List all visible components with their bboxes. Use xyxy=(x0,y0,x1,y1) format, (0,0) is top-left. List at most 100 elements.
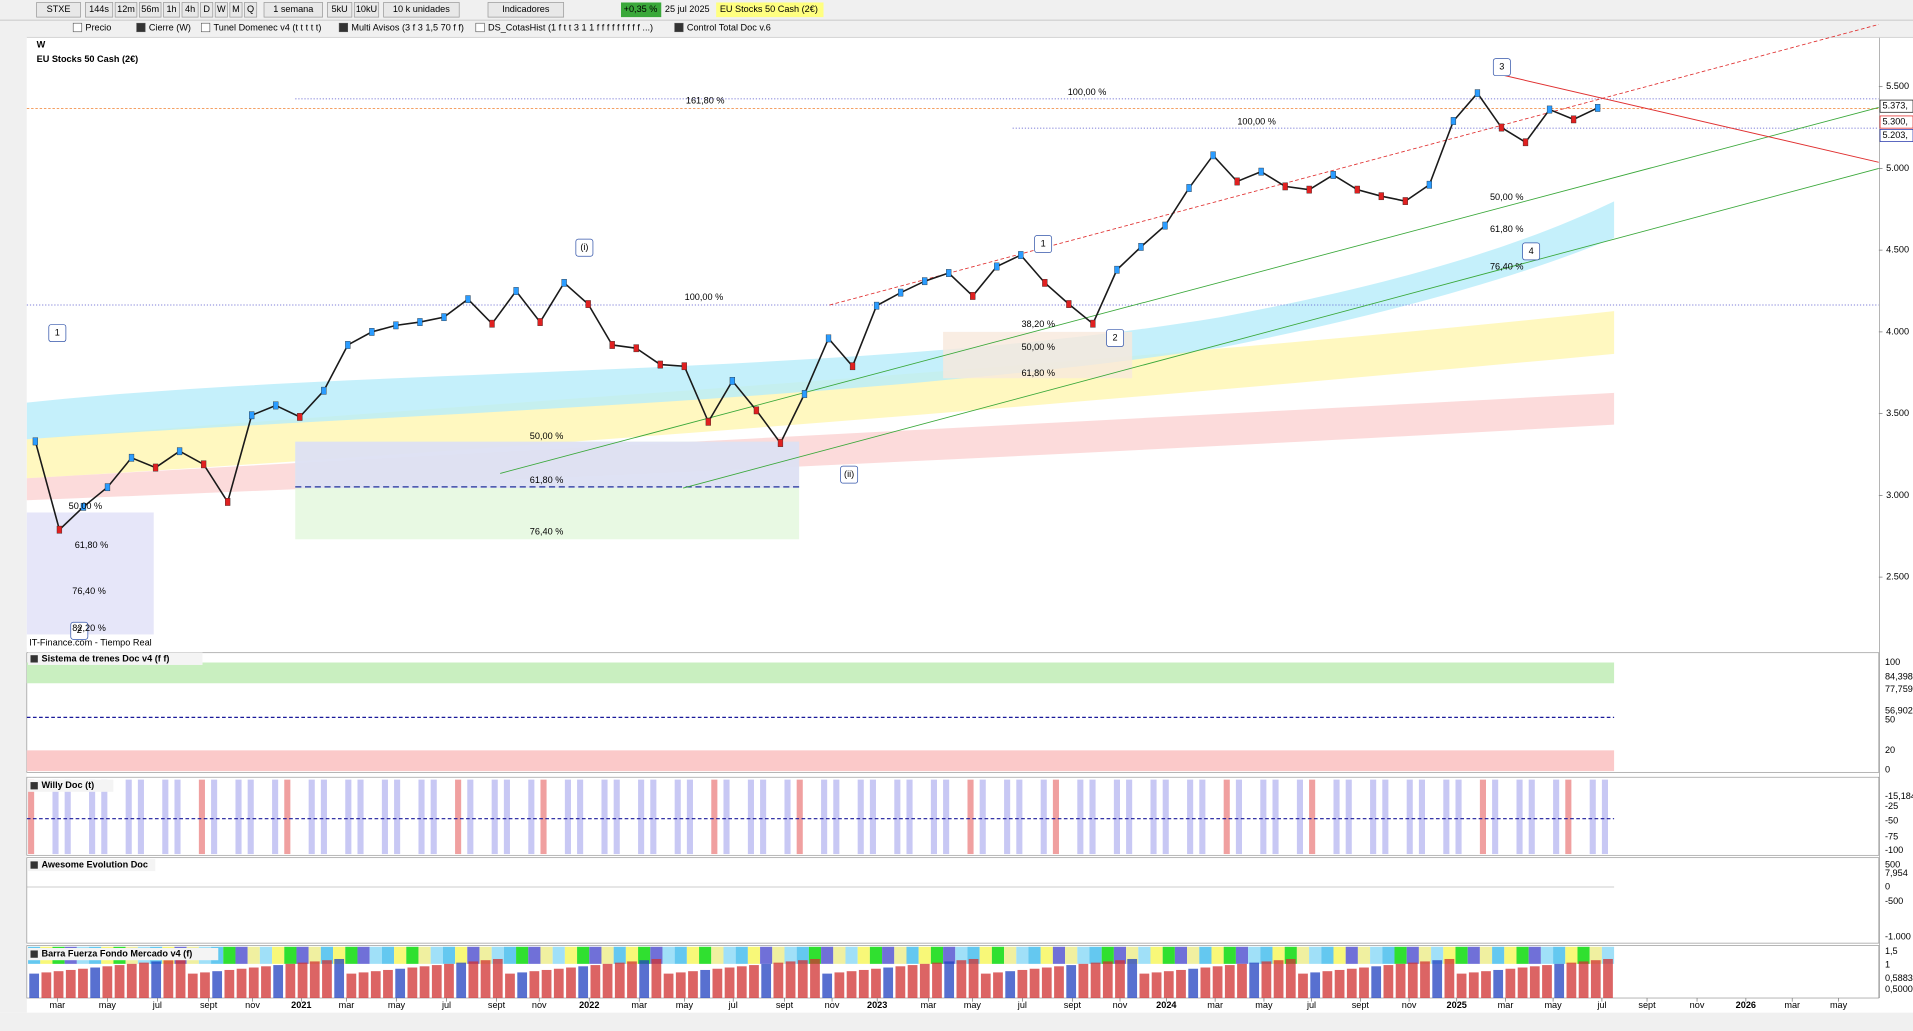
units-button-btn[interactable] xyxy=(327,2,353,18)
x-tick-label: jul xyxy=(441,1000,451,1010)
units-button-btn[interactable] xyxy=(353,2,380,18)
barra-bar xyxy=(247,946,260,964)
barra-hist xyxy=(663,973,674,999)
barra-hist xyxy=(846,971,857,999)
barra-bar xyxy=(711,946,724,964)
barra-hist xyxy=(53,971,64,999)
candle xyxy=(1306,185,1312,194)
panel-axis-label: 56,902 xyxy=(1885,706,1913,716)
timeframe-btn[interactable] xyxy=(181,2,199,18)
timeframe-btn[interactable] xyxy=(200,2,214,18)
timeframe-btn[interactable] xyxy=(138,2,162,18)
indicators[interactable]: Indicadores xyxy=(502,4,550,14)
period-btn[interactable] xyxy=(263,2,323,18)
barra-hist xyxy=(358,972,369,999)
candle xyxy=(441,313,447,322)
timeframe-btn[interactable] xyxy=(114,2,138,18)
legend-check[interactable] xyxy=(338,22,349,33)
barra-bar xyxy=(418,946,431,964)
willy-bar xyxy=(650,779,657,855)
candle xyxy=(705,417,711,426)
indicators-btn[interactable] xyxy=(487,2,565,18)
timeframe[interactable]: 144s xyxy=(89,4,109,14)
panel-axis-label: 1,5 xyxy=(1885,946,1898,956)
barra-hist xyxy=(1188,968,1199,999)
candle xyxy=(1546,105,1553,114)
barra-bar xyxy=(760,946,773,964)
barra-hist xyxy=(431,965,442,999)
x-tick-label: may xyxy=(99,1000,117,1010)
candle xyxy=(873,301,880,310)
x-tick-label: nov xyxy=(825,1000,840,1010)
timeframe[interactable]: M xyxy=(232,4,240,14)
timeframe[interactable]: 1h xyxy=(166,4,176,14)
willy-bar xyxy=(28,779,35,855)
instrument: EU Stocks 50 Cash (2€) xyxy=(720,4,818,14)
units-btn[interactable] xyxy=(383,2,460,18)
panel-axis-label: 500 xyxy=(1885,859,1900,869)
barra-hist xyxy=(1261,961,1272,999)
barra-hist xyxy=(175,958,186,999)
trend-line xyxy=(1494,72,1879,163)
willy-bar xyxy=(1309,779,1316,855)
willy-bar xyxy=(1004,779,1011,855)
timeframe-btn[interactable] xyxy=(229,2,243,18)
barra-hist xyxy=(956,960,967,999)
candle xyxy=(1258,167,1264,176)
units-button[interactable]: 5kU xyxy=(332,4,348,14)
legend-check[interactable] xyxy=(674,22,684,33)
panel-axis-label: 84,398 xyxy=(1885,672,1913,682)
legend-item[interactable]: Control Total Doc v.6 xyxy=(687,23,771,33)
legend-check[interactable] xyxy=(475,22,485,33)
legend-item[interactable]: DS_CotasHist (1 f t t 3 1 1 f f f f f f … xyxy=(488,23,653,33)
timeframe-btn[interactable] xyxy=(85,2,114,18)
willy-bar xyxy=(601,779,608,855)
symbol-btn[interactable] xyxy=(36,2,81,18)
x-tick-label: mar xyxy=(631,1000,647,1010)
symbol[interactable]: STXE xyxy=(47,4,71,14)
willy-bar xyxy=(284,779,291,855)
units[interactable]: 10 k unidades xyxy=(393,4,450,14)
barra-hist xyxy=(1346,968,1357,999)
status-bar xyxy=(0,1012,1913,1031)
candle xyxy=(297,413,303,421)
barra-hist xyxy=(724,967,735,999)
timeframe[interactable]: 4h xyxy=(185,4,195,14)
willy-bar xyxy=(1601,779,1608,855)
candle xyxy=(922,277,928,286)
legend-item[interactable]: Cierre (W) xyxy=(149,23,191,33)
legend-item[interactable]: Multi Avisos (3 f 3 1,5 70 f f) xyxy=(351,23,464,33)
legend-check[interactable] xyxy=(136,22,146,33)
barra-hist xyxy=(907,965,918,999)
willy-bar xyxy=(1528,779,1535,855)
willy-bar xyxy=(52,779,59,855)
timeframe[interactable]: W xyxy=(217,4,226,14)
candle xyxy=(1138,243,1144,251)
y-tick-label: 3.000 xyxy=(1886,490,1909,500)
timeframe[interactable]: 56m xyxy=(141,4,159,14)
timeframe[interactable]: D xyxy=(203,4,210,14)
legend-item[interactable]: Precio xyxy=(85,23,111,33)
candle xyxy=(849,362,856,371)
willy-bar xyxy=(1040,779,1047,855)
barra-bar xyxy=(845,946,858,964)
timeframe-btn[interactable] xyxy=(214,2,228,18)
period[interactable]: 1 semana xyxy=(273,4,314,14)
barra-bar xyxy=(638,946,651,964)
barra-hist xyxy=(834,972,845,999)
willy-bar xyxy=(320,779,327,855)
timeframe[interactable]: 12m xyxy=(117,4,135,14)
barra-bar xyxy=(869,946,883,964)
legend-check[interactable] xyxy=(72,22,83,33)
legend-item[interactable]: Tunel Domenec v4 (t t t t t) xyxy=(214,23,322,33)
timeframe[interactable]: Q xyxy=(247,4,254,14)
barra-hist xyxy=(285,963,296,999)
legend-check[interactable] xyxy=(200,22,211,33)
units-button[interactable]: 10kU xyxy=(356,4,377,14)
barra-hist xyxy=(1115,960,1125,999)
timeframe-btn[interactable] xyxy=(163,2,180,18)
panel-title: Willy Doc (t) xyxy=(41,780,94,790)
barra-hist xyxy=(1603,958,1613,999)
timeframe-btn[interactable] xyxy=(244,2,258,18)
barra-hist xyxy=(224,969,235,999)
